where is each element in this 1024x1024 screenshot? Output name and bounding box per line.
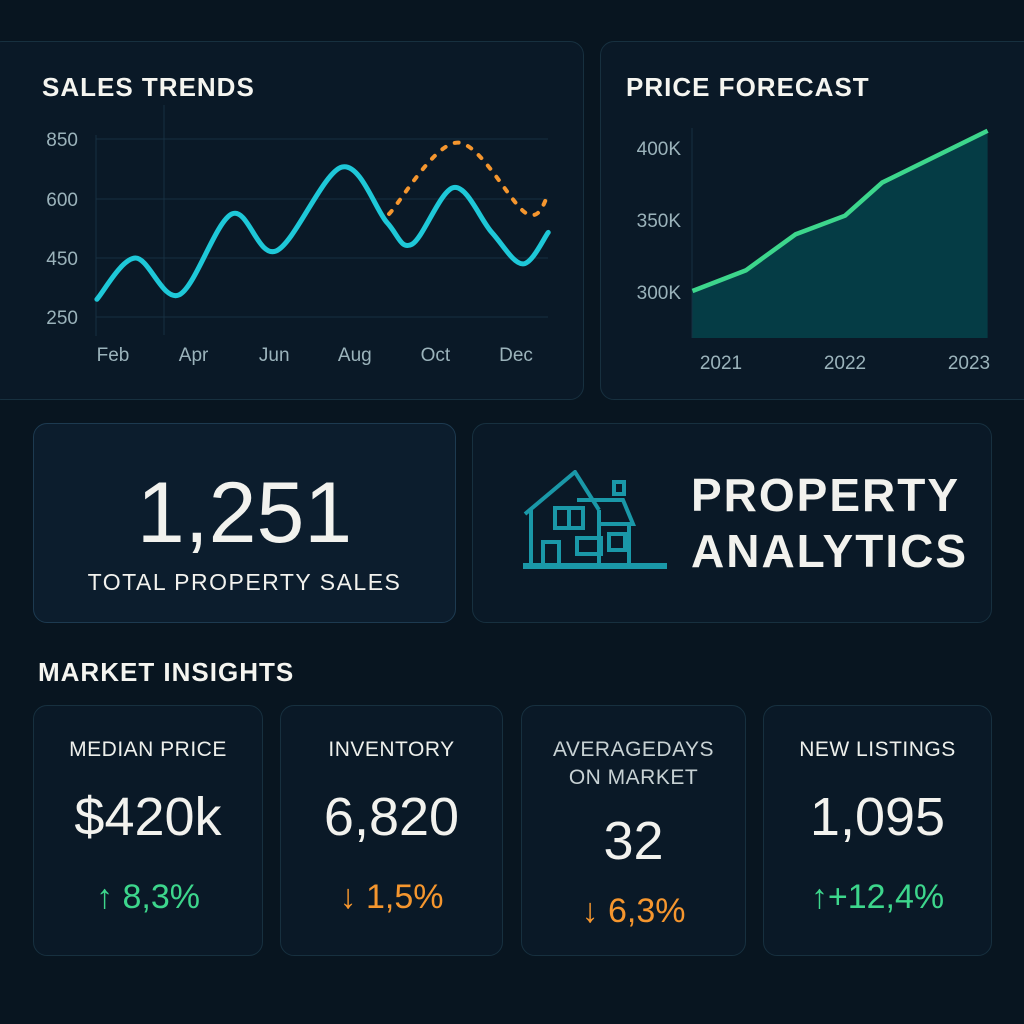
sales-trends-card: SALES TRENDS [0, 41, 584, 400]
total-sales-label: TOTAL PROPERTY SALES [87, 569, 402, 595]
y-tick-label: 400K [637, 139, 682, 160]
change-value: 1,5% [365, 878, 444, 916]
y-tick-label: 600 [46, 190, 78, 211]
x-tick-label: 2021 [700, 353, 742, 374]
y-tick-label: 300K [637, 283, 682, 304]
insight-card-days-on-market: AVERAGEDAYS ON MARKET 32 ↓ 6,3% [521, 705, 746, 956]
sales-trends-title: SALES TRENDS [42, 72, 255, 102]
y-tick-label: 350K [637, 211, 682, 232]
arrow-up-icon: ↑ [810, 878, 828, 916]
insight-value: 32 [603, 811, 664, 871]
x-tick-label: Aug [338, 345, 372, 366]
insight-change: ↓ 1,5% [281, 878, 502, 917]
insight-value: 1,095 [809, 787, 946, 847]
x-tick-label: Apr [179, 345, 209, 366]
y-tick-label: 850 [46, 130, 78, 151]
price-forecast-title: PRICE FORECAST [626, 72, 870, 102]
y-tick-label: 250 [46, 308, 78, 329]
change-value: 6,3% [607, 892, 686, 930]
house-icon [523, 470, 667, 569]
arrow-up-icon: ↑ [96, 878, 114, 916]
insight-label-line-1: AVERAGEDAYS [552, 738, 715, 761]
arrow-down-icon: ↓ [581, 892, 599, 930]
insight-value: 6,820 [323, 787, 460, 847]
insight-change: ↓ 6,3% [522, 892, 745, 931]
x-tick-label: Dec [499, 345, 533, 366]
insight-card-new-listings: NEW LISTINGS 1,095 ↑+12,4% [763, 705, 992, 956]
insight-label: MEDIAN PRICE [69, 738, 227, 761]
x-tick-label: 2023 [948, 353, 990, 374]
x-tick-label: 2022 [824, 353, 866, 374]
insight-label: AVERAGEDAYS ON MARKET [522, 736, 745, 792]
insight-card-median-price: MEDIAN PRICE $420k ↑ 8,3% [33, 705, 263, 956]
price-area [692, 130, 988, 338]
insight-label: INVENTORY [328, 738, 455, 761]
sales-line [94, 164, 551, 302]
insight-value: $420k [74, 787, 222, 847]
x-tick-label: Feb [97, 345, 130, 366]
insight-label-line-2: ON MARKET [568, 766, 699, 789]
insight-card-inventory: INVENTORY 6,820 ↓ 1,5% [280, 705, 503, 956]
forecast-line [387, 140, 551, 218]
change-value: 8,3% [122, 878, 200, 916]
arrow-down-icon: ↓ [339, 878, 357, 916]
change-value: +12,4% [827, 878, 945, 916]
total-sales-value: 1,251 [136, 465, 353, 561]
x-tick-label: Jun [259, 345, 290, 366]
market-insights-title: MARKET INSIGHTS [38, 657, 295, 687]
total-sales-card: 1,251 TOTAL PROPERTY SALES [33, 423, 456, 623]
insight-change: ↑ 8,3% [34, 878, 262, 917]
brand-line-2: ANALYTICS [691, 525, 968, 577]
brand-line-1: PROPERTY [691, 469, 961, 521]
insight-label: NEW LISTINGS [799, 738, 956, 761]
y-tick-label: 450 [46, 249, 78, 270]
property-analytics-card: PROPERTY ANALYTICS [472, 423, 992, 623]
insight-change: ↑+12,4% [764, 878, 991, 917]
x-tick-label: Oct [421, 345, 451, 366]
price-line [691, 128, 989, 294]
